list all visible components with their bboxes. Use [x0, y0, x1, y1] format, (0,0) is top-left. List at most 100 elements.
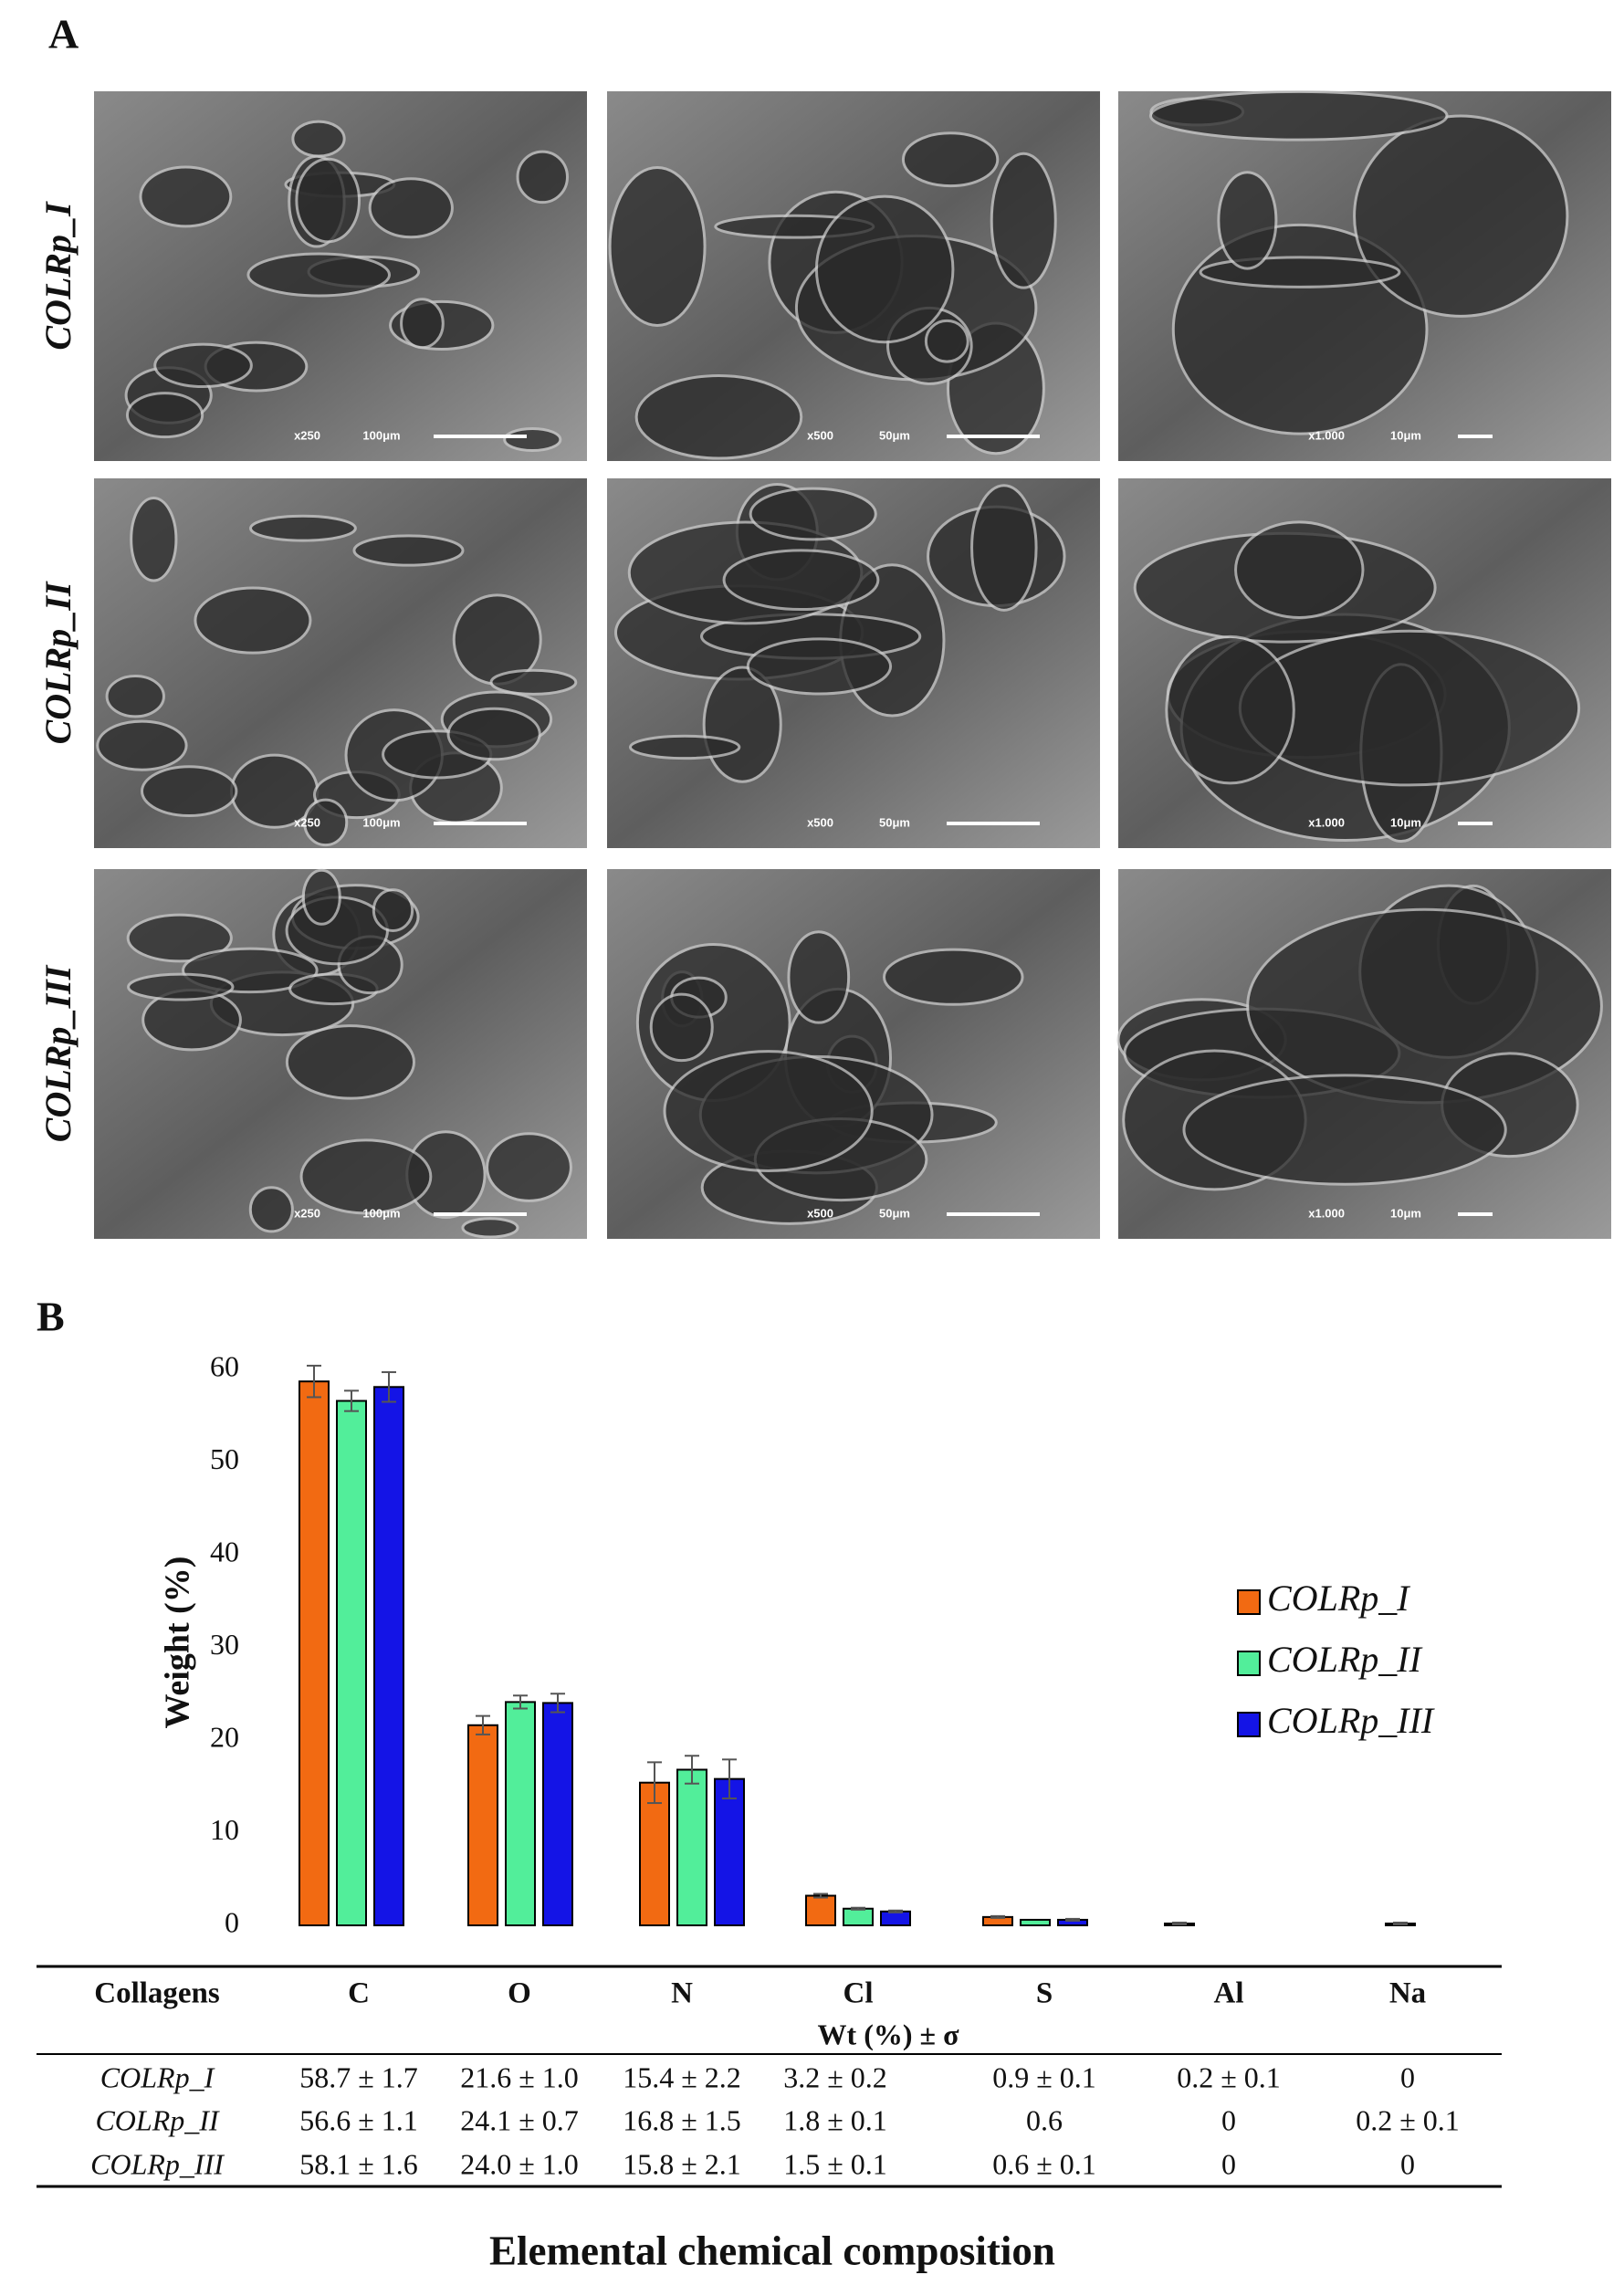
scale-label: 100μm: [362, 1206, 400, 1220]
sem-image: x1.000 10μm: [1118, 89, 1611, 461]
row-header: COLRp_I: [100, 2060, 215, 2093]
sem-pore: [486, 1132, 572, 1202]
sem-pore: [125, 392, 204, 439]
table-header: S: [1036, 1977, 1053, 2010]
sem-pore: [248, 514, 357, 542]
row-label: COLRp_I: [37, 201, 79, 351]
sem-pore: [1234, 520, 1365, 619]
table-cell: 1.8 ± 0.1: [783, 2103, 887, 2136]
scale-label: 100μm: [362, 815, 400, 829]
sem-pore: [663, 1050, 874, 1172]
table-cell: 15.8 ± 2.1: [623, 2147, 741, 2180]
table-header: N: [671, 1977, 693, 2010]
sem-pore: [1182, 1074, 1507, 1186]
bar: [467, 1724, 498, 1927]
table-cell: 24.0 ± 1.0: [460, 2147, 579, 2180]
y-tick-label: 50: [210, 1442, 239, 1475]
sem-pore: [352, 534, 465, 567]
table-header: Cl: [843, 1977, 874, 2010]
sem-image: x250 100μm: [94, 868, 587, 1239]
bar: [542, 1702, 573, 1927]
table-header: Collagens: [94, 1977, 220, 2010]
sem-pore: [1165, 634, 1295, 785]
sem-pore: [139, 165, 233, 228]
y-tick-label: 20: [210, 1720, 239, 1753]
sem-pore: [608, 165, 707, 327]
sem-image: x250 100μm: [94, 478, 587, 848]
scale-label: 50μm: [879, 428, 910, 442]
sem-pore: [303, 798, 349, 847]
bar: [880, 1910, 911, 1926]
legend-label: COLRp_II: [1267, 1639, 1423, 1680]
table-cell: 0.9 ± 0.1: [992, 2060, 1096, 2093]
sem-pore: [503, 427, 562, 453]
bar: [1020, 1918, 1051, 1926]
sem-pore: [749, 487, 877, 541]
bar: [676, 1768, 707, 1926]
sem-image: x1.000 10μm: [1116, 869, 1611, 1239]
sem-pore: [126, 913, 233, 963]
legend-label: COLRp_I: [1267, 1578, 1410, 1619]
sem-pore: [901, 131, 1000, 188]
sem-pore: [141, 765, 238, 818]
sem-pore: [400, 298, 445, 350]
legend-swatch: [1237, 1589, 1261, 1615]
sem-pore: [882, 948, 1024, 1006]
magnification: x250: [294, 1206, 320, 1220]
y-tick-label: 30: [210, 1628, 239, 1661]
sem-image: x500 50μm: [607, 91, 1100, 461]
sem-pore: [746, 637, 893, 696]
sem-pore: [634, 373, 803, 460]
table-header: Na: [1389, 1977, 1426, 2010]
sem-image: x500 50μm: [607, 869, 1100, 1239]
magnification: x250: [294, 428, 320, 442]
y-tick-label: 10: [210, 1813, 239, 1846]
sem-pore: [153, 342, 253, 389]
sem-pore: [105, 675, 165, 718]
sem-pore: [285, 1024, 416, 1100]
sem-pore: [924, 319, 969, 363]
bar: [714, 1777, 745, 1926]
row-header: COLRp_III: [90, 2147, 225, 2180]
bar: [639, 1781, 670, 1926]
table-cell: 0: [1221, 2147, 1236, 2180]
panel-label: B: [37, 1294, 65, 1340]
table-cell: 15.4 ± 2.2: [623, 2060, 741, 2093]
table-cell: 0: [1400, 2060, 1415, 2093]
table-cell: 0.2 ± 0.1: [1177, 2060, 1281, 2093]
sem-pore: [787, 930, 851, 1024]
magnification: x500: [807, 815, 833, 829]
legend-swatch: [1237, 1651, 1261, 1676]
bar: [336, 1400, 367, 1926]
sem-image: x250 100μm: [94, 91, 587, 461]
sem-pore: [461, 1217, 519, 1239]
table-cell: 1.5 ± 0.1: [783, 2147, 887, 2180]
scale-label: 10μm: [1390, 1206, 1421, 1220]
row-label: COLRp_II: [37, 581, 79, 744]
sem-image: x1.000 10μm: [1118, 478, 1611, 848]
table-cell: 58.7 ± 1.7: [299, 2060, 418, 2093]
sem-pore: [516, 150, 569, 204]
sem-image: x500 50μm: [607, 478, 1100, 848]
row-header: COLRp_II: [95, 2103, 219, 2136]
scale-label: 50μm: [879, 815, 910, 829]
table-cell: 0.2 ± 0.1: [1356, 2103, 1460, 2136]
sem-pore: [489, 668, 578, 696]
table-cell: 0: [1400, 2147, 1415, 2180]
bar: [505, 1701, 536, 1927]
sem-pore: [990, 152, 1057, 289]
sem-pore: [1199, 256, 1401, 288]
sem-pore: [970, 484, 1038, 612]
scale-label: 10μm: [1390, 428, 1421, 442]
y-tick-label: 40: [210, 1535, 239, 1567]
sem-pore: [96, 719, 188, 771]
y-tick-label: 60: [210, 1349, 239, 1382]
magnification: x500: [807, 428, 833, 442]
sem-pore: [301, 868, 341, 926]
sem-pore: [194, 586, 312, 655]
scale-label: 10μm: [1390, 815, 1421, 829]
table-cell: 0: [1221, 2103, 1236, 2136]
sem-pore: [1217, 171, 1278, 270]
sem-pore: [446, 707, 541, 761]
table-cell: 24.1 ± 0.7: [460, 2103, 579, 2136]
